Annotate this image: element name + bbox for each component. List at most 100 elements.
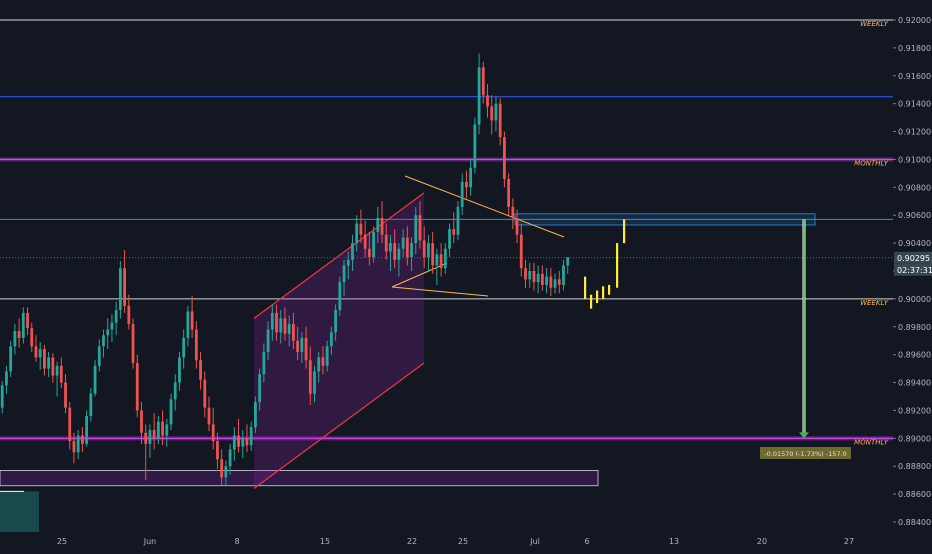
triangle-upper-line[interactable]: [404, 175, 565, 238]
candle-body[interactable]: [81, 435, 84, 444]
candle-body[interactable]: [566, 257, 570, 266]
candle-body[interactable]: [380, 218, 384, 235]
channel-upper-line[interactable]: [253, 192, 425, 319]
candle-body[interactable]: [359, 223, 363, 235]
candle-body[interactable]: [13, 330, 17, 347]
candle-body[interactable]: [300, 337, 304, 352]
candle-body[interactable]: [182, 337, 186, 358]
candle-body[interactable]: [102, 335, 105, 347]
candle-body[interactable]: [224, 466, 228, 478]
channel-lower-line[interactable]: [253, 362, 425, 490]
candle-body[interactable]: [317, 357, 321, 372]
candle-body[interactable]: [490, 106, 494, 121]
candle-body[interactable]: [397, 248, 401, 260]
candle-body[interactable]: [304, 337, 308, 361]
candle-body[interactable]: [254, 402, 257, 428]
candle-body[interactable]: [114, 310, 118, 323]
candle-body[interactable]: [456, 206, 460, 235]
candle-body[interactable]: [351, 243, 354, 260]
candle-body[interactable]: [376, 218, 380, 232]
candle-body[interactable]: [68, 407, 72, 442]
candle-body[interactable]: [439, 254, 443, 269]
candle-body[interactable]: [363, 234, 367, 249]
candle-body[interactable]: [367, 248, 371, 258]
candle-body[interactable]: [389, 243, 392, 252]
candle-body[interactable]: [427, 243, 430, 258]
candle-body[interactable]: [199, 360, 202, 380]
candle-body[interactable]: [64, 382, 67, 408]
candle-body[interactable]: [21, 312, 25, 338]
candle-body[interactable]: [93, 365, 97, 394]
candle-body[interactable]: [140, 410, 143, 433]
candle-body[interactable]: [355, 223, 359, 244]
candle-body[interactable]: [524, 268, 527, 280]
candle-body[interactable]: [334, 310, 337, 333]
candle-body[interactable]: [17, 330, 21, 338]
candle-body[interactable]: [161, 421, 164, 436]
candle-body[interactable]: [346, 259, 350, 266]
candle-body[interactable]: [321, 357, 325, 366]
candle-body[interactable]: [144, 432, 148, 444]
candle-body[interactable]: [481, 67, 485, 96]
candle-body[interactable]: [173, 382, 177, 400]
candle-body[interactable]: [228, 449, 232, 467]
triangle-lower-line[interactable]: [391, 286, 489, 297]
candle-body[interactable]: [296, 340, 300, 352]
candle-body[interactable]: [549, 276, 553, 288]
candle-body[interactable]: [308, 360, 312, 394]
candle-body[interactable]: [431, 243, 435, 266]
candle-body[interactable]: [207, 407, 211, 425]
candle-body[interactable]: [237, 435, 240, 447]
candle-body[interactable]: [0, 385, 4, 408]
candle-body[interactable]: [329, 332, 333, 347]
candle-body[interactable]: [486, 95, 489, 107]
candle-body[interactable]: [5, 371, 8, 386]
candle-body[interactable]: [545, 276, 548, 285]
candle-body[interactable]: [110, 322, 114, 330]
candle-body[interactable]: [47, 357, 51, 369]
candle-body[interactable]: [503, 137, 506, 179]
candle-body[interactable]: [30, 328, 34, 347]
candle-body[interactable]: [519, 234, 523, 269]
candle-body[interactable]: [34, 346, 38, 358]
candle-body[interactable]: [452, 229, 456, 235]
candle-body[interactable]: [51, 357, 55, 376]
candle-body[interactable]: [507, 178, 511, 207]
candle-body[interactable]: [156, 421, 160, 439]
candle-body[interactable]: [72, 441, 76, 453]
candle-body[interactable]: [118, 268, 122, 311]
candle-body[interactable]: [178, 357, 181, 383]
candle-body[interactable]: [131, 323, 135, 364]
candle-body[interactable]: [515, 218, 519, 235]
candle-body[interactable]: [435, 254, 439, 266]
candle-body[interactable]: [106, 329, 110, 336]
candle-body[interactable]: [203, 379, 207, 408]
candle-body[interactable]: [26, 312, 29, 329]
candle-body[interactable]: [460, 181, 464, 207]
candle-body[interactable]: [448, 229, 451, 249]
candle-body[interactable]: [473, 124, 477, 168]
candle-body[interactable]: [194, 329, 198, 361]
candle-body[interactable]: [287, 323, 291, 334]
candle-body[interactable]: [494, 103, 498, 121]
candle-body[interactable]: [279, 318, 283, 333]
candle-body[interactable]: [123, 268, 126, 306]
candle-body[interactable]: [443, 248, 447, 269]
candle-body[interactable]: [148, 429, 152, 444]
candle-body[interactable]: [241, 438, 245, 447]
candle-body[interactable]: [232, 435, 236, 450]
candle-body[interactable]: [384, 234, 388, 252]
candle-body[interactable]: [135, 363, 139, 411]
candle-body[interactable]: [511, 206, 515, 219]
candle-body[interactable]: [562, 265, 565, 285]
candle-body[interactable]: [59, 365, 63, 383]
candle-body[interactable]: [249, 427, 253, 446]
candle-body[interactable]: [43, 349, 46, 369]
candle-body[interactable]: [76, 435, 80, 453]
candle-body[interactable]: [540, 273, 544, 285]
candle-body[interactable]: [557, 279, 561, 285]
candle-body[interactable]: [338, 282, 342, 311]
candle-body[interactable]: [211, 424, 215, 442]
